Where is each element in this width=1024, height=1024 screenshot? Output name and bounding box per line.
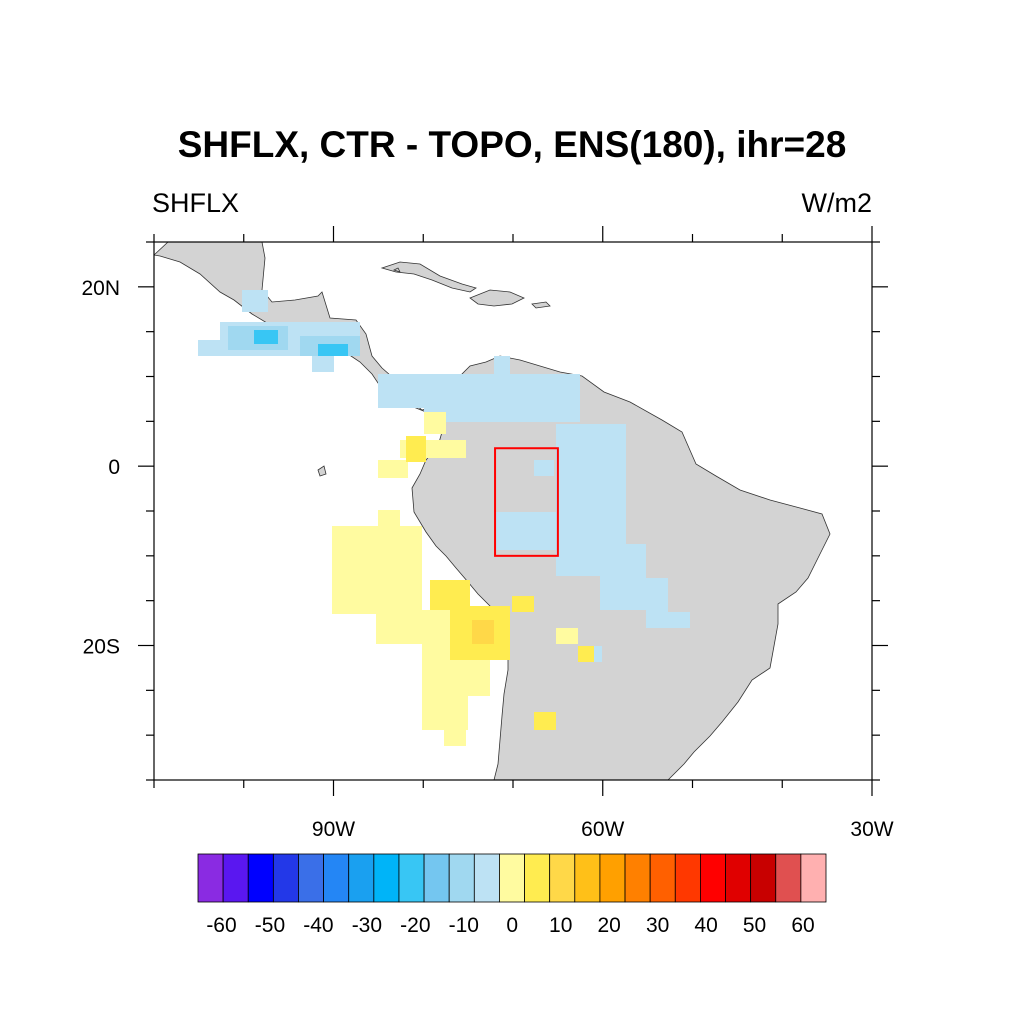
flux-cell [318,344,348,356]
variable-label: SHFLX [152,188,240,218]
flux-cell [424,396,450,414]
flux-cell [646,578,668,612]
flux-cell [534,712,556,730]
colorbar-swatch [599,853,626,903]
colorbar-swatch [775,853,802,903]
colorbar-swatch [524,853,551,903]
flux-cell [604,424,626,454]
flux-cell [600,544,646,610]
flux-cell [312,356,334,372]
analysis-region-box [494,447,559,557]
flux-cell [472,620,494,644]
flux-cell [422,694,468,730]
colorbar-swatch [197,853,224,903]
colorbar-swatch [348,853,375,903]
map-title: SHFLX, CTR - TOPO, ENS(180), ihr=28 [177,124,847,165]
colorbar-swatch [423,853,450,903]
axis-tick-labels: 90W 60W 30W 20N 0 20S [81,277,893,841]
axis-ticks [138,226,888,796]
colorbar-labels: -60 -50 -40 -30 -20 -10 0 10 20 30 40 50 60 [206,914,814,937]
y-tick-label: 20N [81,277,120,300]
colorbar-swatch [674,853,701,903]
flux-cell [406,436,426,462]
y-tick-label: 20S [83,636,120,659]
colorbar-swatch [448,853,475,903]
colorbar-swatch [725,853,752,903]
colorbar-label: -60 [206,914,236,937]
flux-cell [254,330,278,344]
colorbar-swatch [222,853,249,903]
colorbar-swatch [272,853,299,903]
flux-cell [646,612,690,628]
map-plot-area [154,242,831,780]
colorbar-swatch [499,853,525,903]
flux-cell [430,580,470,610]
colorbar [197,853,827,903]
colorbar-label: 30 [646,914,669,937]
colorbar-swatch [750,853,777,903]
flux-cell [556,628,578,644]
colorbar-swatch [398,853,425,903]
colorbar-label: 10 [549,914,572,937]
colorbar-swatch [800,853,827,903]
flux-cell [444,728,466,746]
colorbar-swatch [323,853,350,903]
colorbar-swatch [298,853,325,903]
units-label: W/m2 [801,188,873,218]
flux-cell [378,460,408,478]
colorbar-swatch [473,853,500,903]
flux-cell [444,374,580,422]
x-tick-label: 90W [312,818,355,841]
galapagos-island [317,465,327,477]
x-tick-label: 60W [581,818,624,841]
colorbar-label: -20 [400,914,430,937]
y-tick-label: 0 [108,456,120,479]
colorbar-label: 40 [694,914,717,937]
colorbar-swatch [649,853,676,903]
colorbar-label: -10 [449,914,479,937]
flux-cell [424,412,446,434]
colorbar-label: -50 [255,914,285,937]
colorbar-swatch [624,853,651,903]
flux-cell [378,510,400,528]
colorbar-label: 60 [791,914,814,937]
colorbar-swatch [549,853,576,903]
colorbar-label: -40 [303,914,333,937]
flux-cell [494,512,556,550]
x-tick-label: 30W [850,818,893,841]
colorbar-label: 0 [506,914,518,937]
flux-cell [534,460,554,476]
flux-cell [494,356,510,376]
caribbean-islands [380,261,551,309]
flux-cell [592,646,602,662]
colorbar-swatch [373,853,400,903]
colorbar-swatch [700,853,726,903]
colorbar-label: -30 [352,914,382,937]
flux-anomaly-cells [198,290,690,746]
flux-cell [512,596,534,612]
flux-cell [242,290,268,312]
colorbar-label: 50 [743,914,766,937]
flux-cell [332,526,422,614]
colorbar-label: 20 [597,914,620,937]
flux-cell [578,646,594,662]
colorbar-swatch [574,853,601,903]
colorbar-swatch [247,853,274,903]
